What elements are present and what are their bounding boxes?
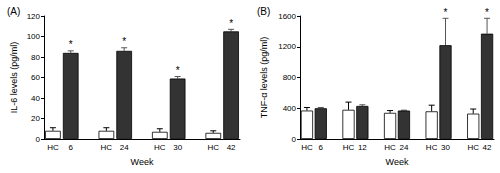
svg-text:0: 0 — [292, 135, 297, 144]
svg-text:HC: HC — [207, 143, 219, 152]
svg-text:24: 24 — [399, 143, 408, 152]
svg-text:24: 24 — [120, 143, 129, 152]
svg-text:HC: HC — [101, 143, 113, 152]
svg-text:30: 30 — [173, 143, 182, 152]
svg-text:1200: 1200 — [278, 42, 296, 51]
svg-text:800: 800 — [283, 73, 297, 82]
svg-text:*: * — [444, 7, 448, 18]
svg-text:120: 120 — [27, 12, 41, 21]
svg-text:HC: HC — [384, 143, 396, 152]
svg-text:60: 60 — [31, 73, 40, 82]
svg-text:HC: HC — [467, 143, 479, 152]
svg-text:HC: HC — [343, 143, 355, 152]
svg-text:IL-6 levels (pg/ml): IL-6 levels (pg/ml) — [9, 42, 19, 114]
svg-text:0: 0 — [36, 135, 41, 144]
svg-text:40: 40 — [31, 94, 40, 103]
svg-text:42: 42 — [483, 143, 492, 152]
svg-text:30: 30 — [441, 143, 450, 152]
svg-text:6: 6 — [69, 143, 74, 152]
svg-text:*: * — [122, 36, 126, 47]
svg-text:TNF-α levels (pg/ml): TNF-α levels (pg/ml) — [259, 37, 269, 119]
svg-text:*: * — [485, 7, 489, 18]
svg-text:100: 100 — [27, 32, 41, 41]
svg-text:HC: HC — [47, 143, 59, 152]
svg-text:HC: HC — [426, 143, 438, 152]
svg-text:(A): (A) — [7, 6, 20, 17]
svg-text:42: 42 — [227, 143, 236, 152]
svg-text:*: * — [176, 65, 180, 76]
svg-text:20: 20 — [31, 114, 40, 123]
svg-text:*: * — [229, 18, 233, 29]
svg-text:(B): (B) — [257, 6, 270, 17]
svg-text:HC: HC — [154, 143, 166, 152]
svg-text:12: 12 — [358, 143, 367, 152]
svg-text:400: 400 — [283, 104, 297, 113]
svg-text:*: * — [69, 39, 73, 50]
svg-text:1600: 1600 — [278, 12, 296, 21]
svg-text:HC: HC — [301, 143, 313, 152]
svg-text:6: 6 — [319, 143, 324, 152]
svg-text:80: 80 — [31, 53, 40, 62]
svg-text:Week: Week — [131, 157, 154, 167]
svg-text:Week: Week — [386, 157, 409, 167]
